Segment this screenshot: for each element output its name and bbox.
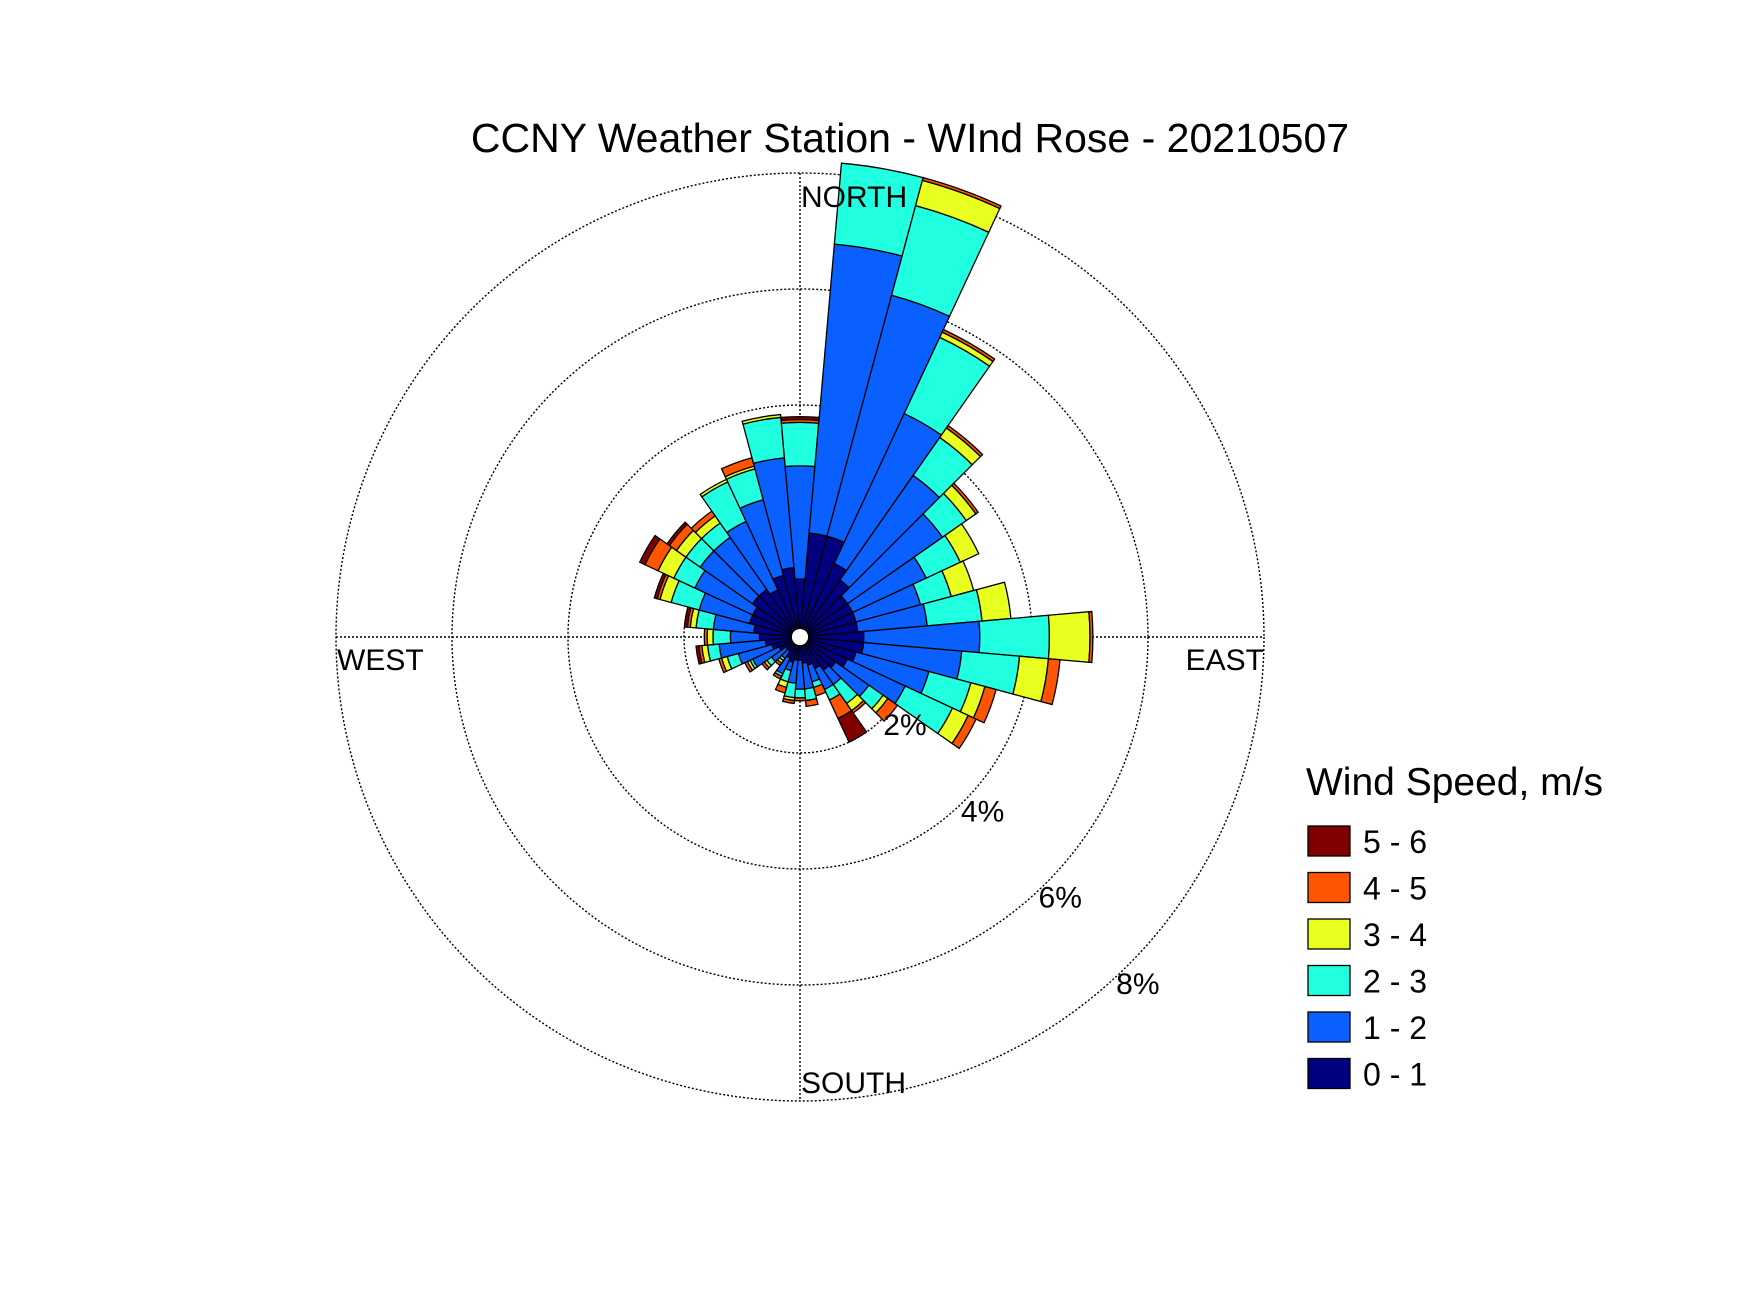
- petal-310deg-bin-5: [666, 521, 689, 547]
- center-hole-circle: [790, 627, 810, 647]
- petal-90deg-bin-3: [1047, 611, 1091, 663]
- petal-270deg-bin-3: [706, 628, 715, 646]
- petal-270deg-bin-2: [712, 628, 732, 646]
- petal-200deg-bin-4: [774, 683, 788, 694]
- radial-tick-labels: 2% 4% 6% 8%: [883, 709, 1159, 1001]
- petal-350deg-bin-3: [741, 413, 782, 425]
- legend-swatch-3: [1307, 964, 1351, 997]
- legend-label-4: 1 - 2: [1363, 1010, 1427, 1046]
- petal-180deg-bin-4: [793, 696, 807, 702]
- petal-0deg-bin-2: [780, 421, 820, 468]
- petal-260deg-bin-5: [695, 645, 703, 665]
- petal-50deg-bin-4: [950, 482, 980, 515]
- center-hole: [790, 627, 810, 647]
- radial-tick-label-4: 4%: [961, 795, 1004, 828]
- legend-label-2: 3 - 4: [1363, 917, 1427, 953]
- direction-label-south: SOUTH: [801, 1067, 906, 1100]
- petal-100deg-bin-4: [1040, 658, 1061, 706]
- radial-tick-label-2: 2%: [883, 709, 926, 742]
- petal-300deg-bin-5: [638, 534, 661, 566]
- petal-20deg-bin-4: [921, 176, 1002, 210]
- petal-190deg-bin-4: [781, 697, 796, 705]
- petal-90deg-bin-4: [1088, 610, 1094, 664]
- legend-swatch-1: [1307, 871, 1351, 904]
- legend-items: 5 - 6 4 - 5 3 - 4 2 - 3 1 - 2 0 - 1: [1307, 824, 1427, 1093]
- chart-title: CCNY Weather Station - WInd Rose - 20210…: [471, 115, 1349, 161]
- petal-120deg-bin-4: [951, 714, 977, 750]
- radial-tick-label-8: 8%: [1116, 968, 1159, 1001]
- legend-swatch-0: [1307, 825, 1351, 857]
- petal-30deg-bin-4: [941, 328, 996, 363]
- petal-180deg-bin-2: [793, 688, 807, 699]
- petal-350deg-bin-2: [742, 416, 786, 465]
- legend-label-0: 5 - 6: [1363, 824, 1427, 860]
- petal-110deg-bin-4: [972, 685, 997, 724]
- petal-270deg-bin-4: [703, 627, 709, 647]
- legend-label-1: 4 - 5: [1363, 871, 1427, 907]
- legend: Wind Speed, m/s 5 - 6 4 - 5 3 - 4 2 - 3 1 - …: [1306, 761, 1603, 1093]
- direction-label-north: NORTH: [801, 181, 907, 214]
- legend-label-5: 0 - 1: [1363, 1057, 1427, 1093]
- wind-rose-petals: [638, 162, 1094, 750]
- legend-swatch-4: [1307, 1011, 1351, 1043]
- radial-tick-label-6: 6%: [1039, 882, 1082, 915]
- petal-80deg-bin-3: [975, 581, 1012, 622]
- petal-60deg-bin-3: [944, 522, 980, 564]
- legend-title: Wind Speed, m/s: [1306, 761, 1603, 804]
- petal-0deg-bin-5: [780, 415, 820, 422]
- legend-label-3: 2 - 3: [1363, 964, 1427, 1000]
- petal-150deg-bin-5: [837, 709, 868, 743]
- legend-swatch-5: [1307, 1057, 1351, 1090]
- petal-130deg-bin-4: [874, 697, 899, 722]
- petal-170deg-bin-4: [804, 697, 819, 708]
- direction-label-east: EAST: [1186, 644, 1264, 677]
- direction-label-west: WEST: [337, 644, 424, 677]
- legend-swatch-2: [1307, 918, 1351, 950]
- petal-90deg-bin-2: [978, 614, 1051, 660]
- petal-40deg-bin-4: [945, 424, 984, 458]
- petal-210deg-bin-4: [772, 671, 783, 680]
